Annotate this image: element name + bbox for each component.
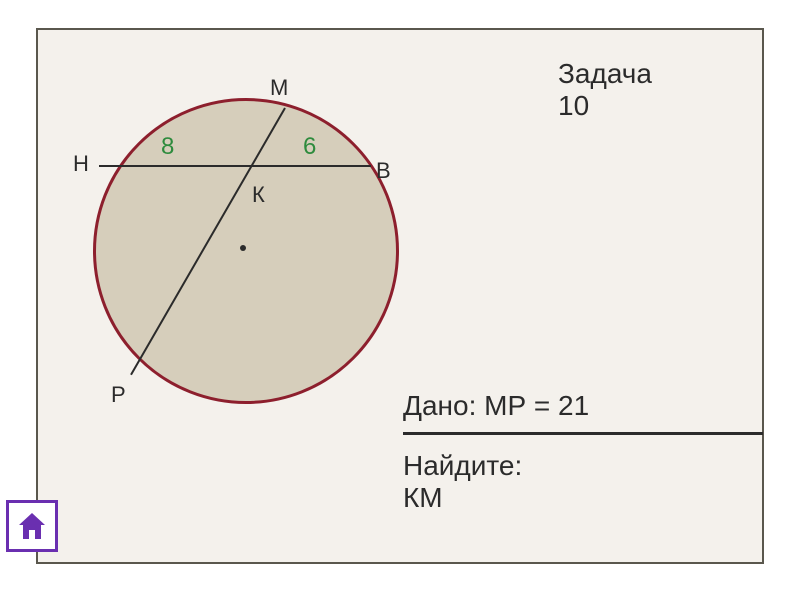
center-dot (240, 245, 246, 251)
find-text: Найдите: КМ (403, 450, 522, 514)
title-line1: Задача (558, 58, 652, 89)
chord-HB (99, 165, 371, 167)
find-line1: Найдите: (403, 450, 522, 481)
label-H: Н (73, 151, 89, 177)
find-line2: КМ (403, 482, 443, 513)
outer-frame: Задача 10 Н М В К Р 8 6 Дано: МР = 21 На… (0, 0, 800, 600)
label-P: Р (111, 382, 126, 408)
problem-title: Задача 10 (558, 58, 652, 122)
divider-rule (403, 432, 763, 435)
label-K: К (252, 182, 265, 208)
home-icon (15, 509, 49, 543)
content-panel: Задача 10 Н М В К Р 8 6 Дано: МР = 21 На… (36, 28, 764, 564)
label-M: М (270, 75, 288, 101)
given-text: Дано: МР = 21 (403, 390, 589, 422)
home-button[interactable] (6, 500, 58, 552)
label-HK-length: 8 (161, 133, 174, 161)
label-B: В (376, 158, 391, 184)
title-line2: 10 (558, 90, 589, 121)
label-KB-length: 6 (303, 133, 316, 161)
